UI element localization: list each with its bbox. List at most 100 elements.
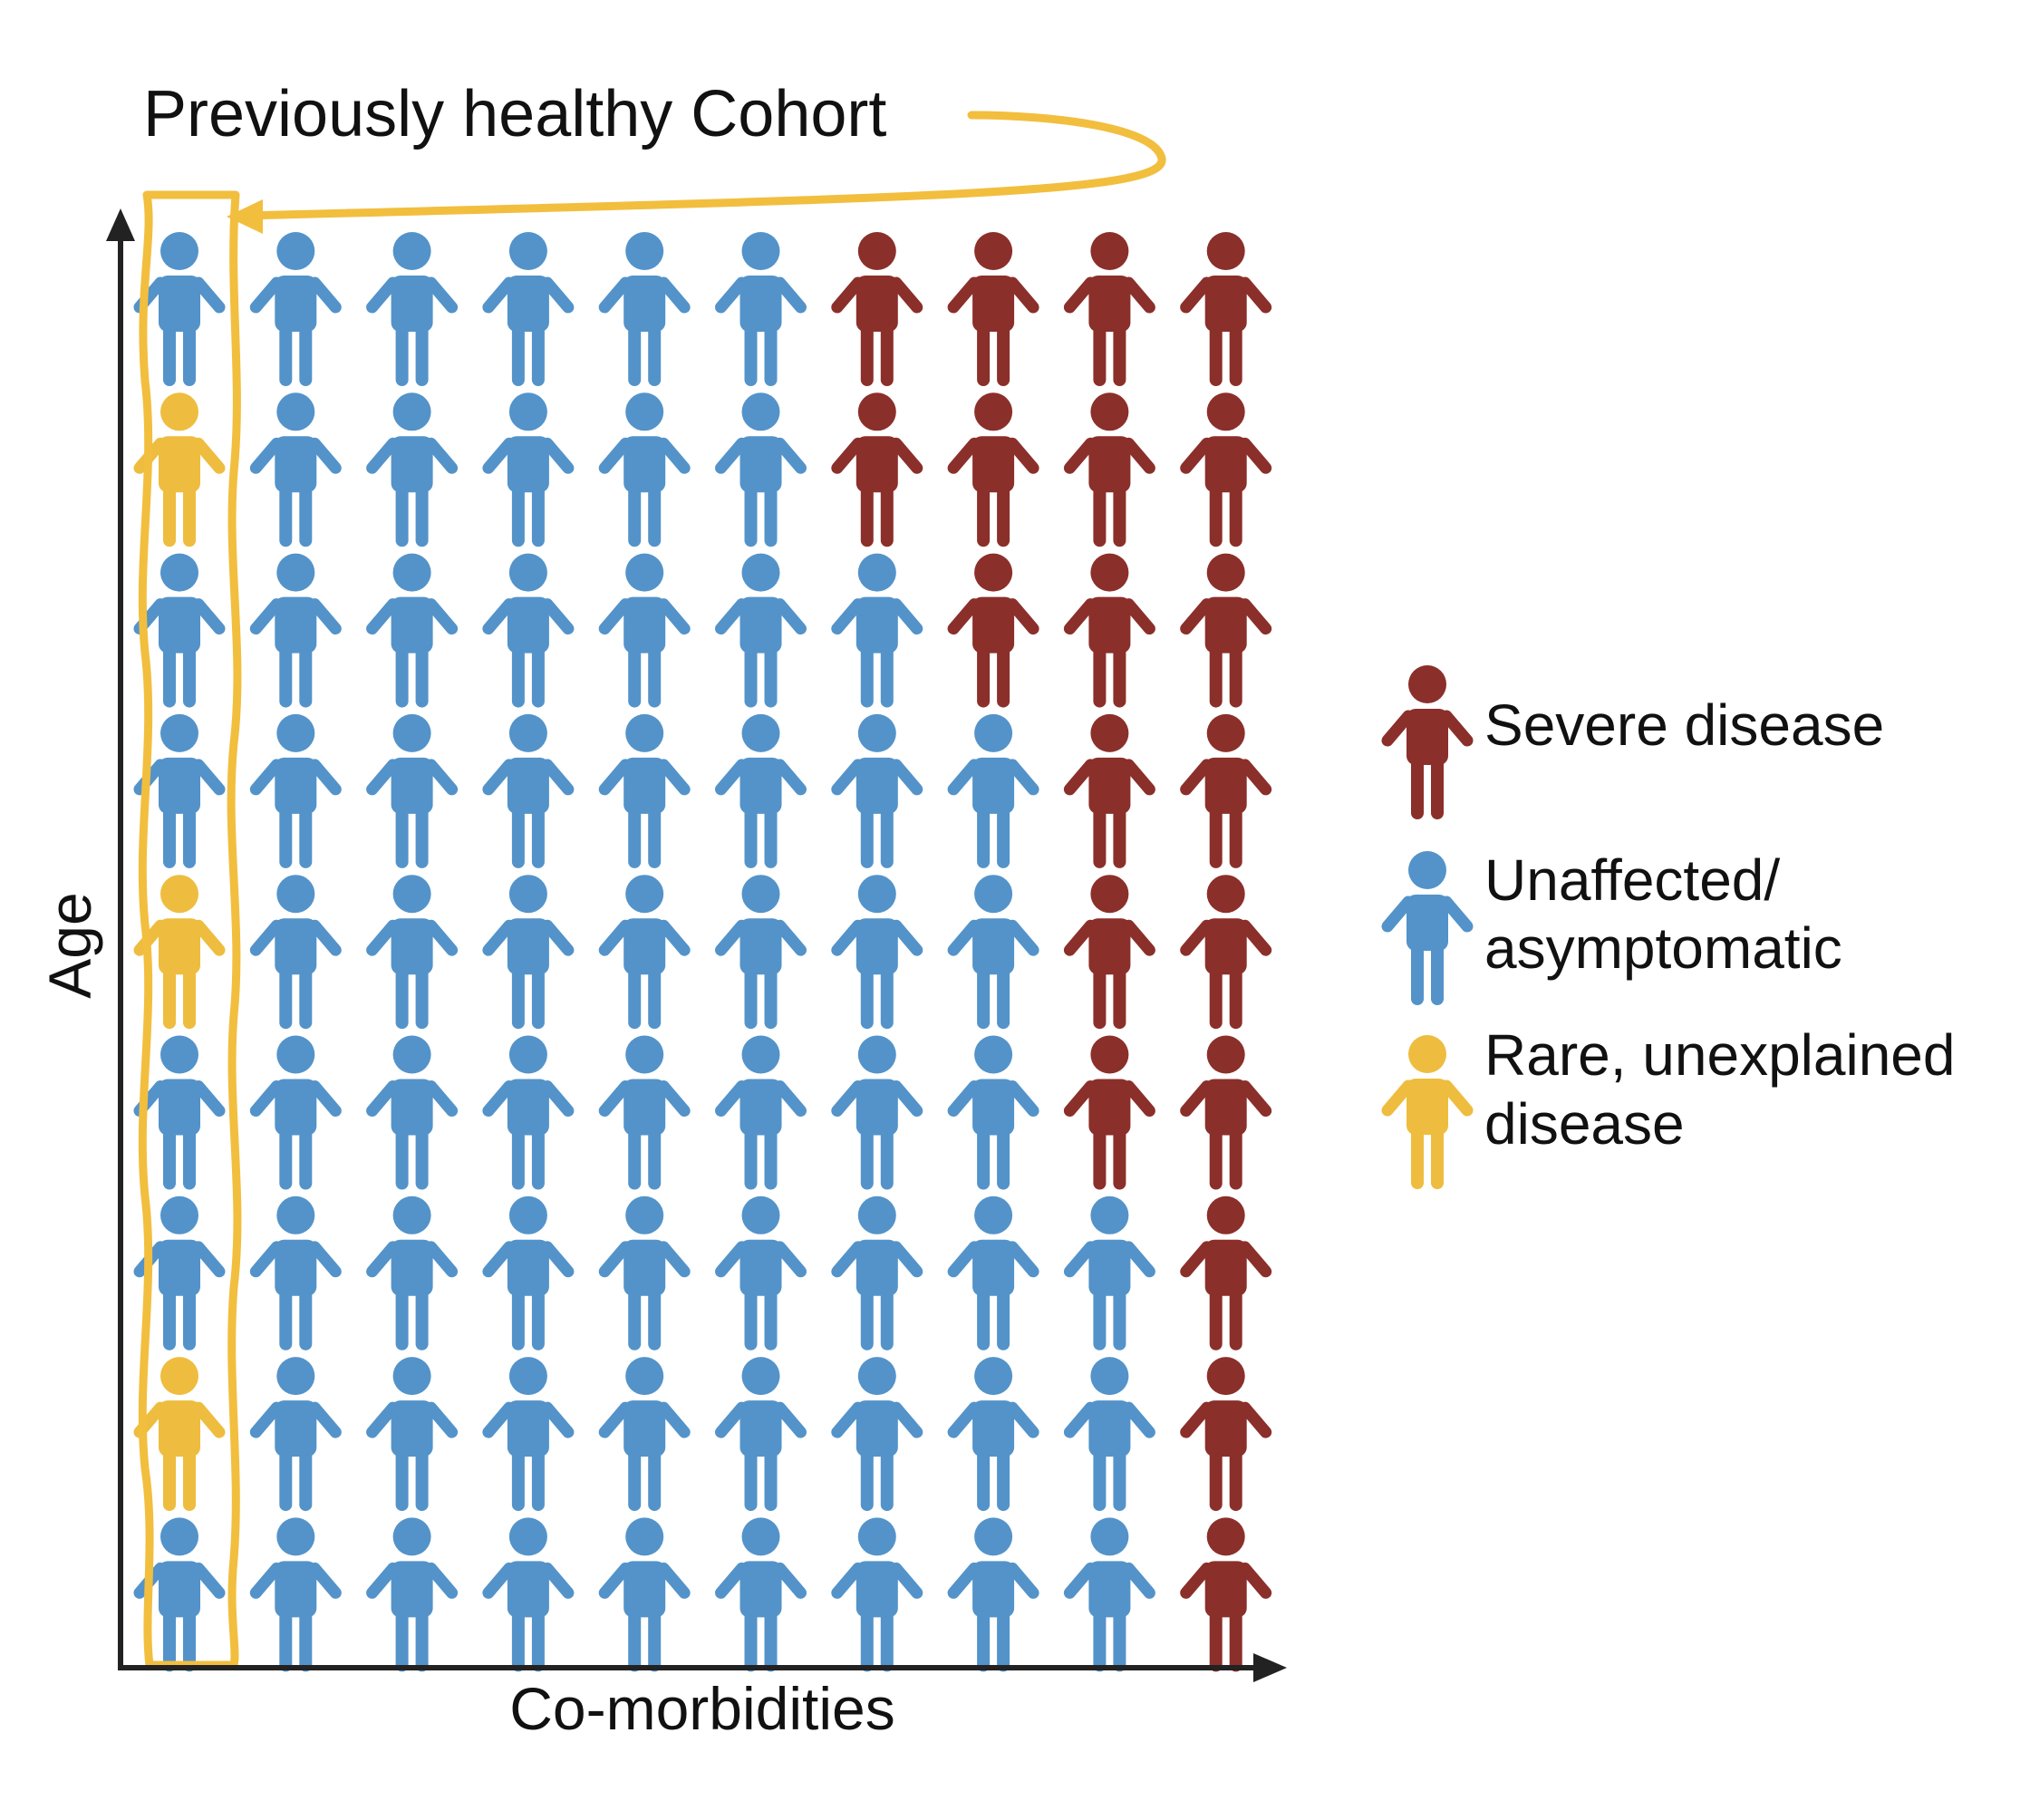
unaffected-person-icon bbox=[953, 714, 1033, 868]
severe-person-icon bbox=[1069, 554, 1149, 708]
x-axis-arrow bbox=[1253, 1653, 1287, 1682]
severe-person-icon bbox=[1069, 392, 1149, 547]
unaffected-person-icon bbox=[488, 554, 568, 708]
severe-person-icon bbox=[1069, 1036, 1149, 1190]
unaffected-person-icon bbox=[488, 392, 568, 547]
unaffected-person-icon bbox=[488, 1196, 568, 1350]
unaffected-person-icon bbox=[721, 232, 801, 386]
unaffected-person-icon bbox=[721, 554, 801, 708]
severe-person-icon bbox=[1069, 875, 1149, 1029]
rare-person-icon bbox=[140, 1357, 219, 1511]
unaffected-person-icon bbox=[256, 232, 335, 386]
severe-person-icon bbox=[1186, 1196, 1266, 1350]
x-axis-label: Co-morbidities bbox=[509, 1675, 894, 1742]
severe-person-icon bbox=[837, 232, 917, 386]
unaffected-person-icon bbox=[1069, 1357, 1149, 1511]
severe-person-icon bbox=[1186, 714, 1266, 868]
unaffected-person-icon bbox=[837, 714, 917, 868]
unaffected-person-icon bbox=[953, 1357, 1033, 1511]
unaffected-person-icon bbox=[721, 1196, 801, 1350]
legend-rare-person-icon bbox=[1387, 1035, 1467, 1189]
severe-person-icon bbox=[1186, 232, 1266, 386]
legend: Severe disease Unaffected/asymptomatic Rar… bbox=[1387, 665, 1955, 1189]
severe-person-icon bbox=[837, 392, 917, 547]
unaffected-person-icon bbox=[721, 714, 801, 868]
severe-person-icon bbox=[1186, 554, 1266, 708]
unaffected-person-icon bbox=[488, 714, 568, 868]
legend-severe-person-icon bbox=[1387, 665, 1467, 819]
unaffected-person-icon bbox=[721, 875, 801, 1029]
unaffected-person-icon bbox=[721, 1517, 801, 1671]
unaffected-person-icon bbox=[837, 1196, 917, 1350]
unaffected-person-icon bbox=[256, 875, 335, 1029]
unaffected-person-icon bbox=[604, 714, 684, 868]
severe-person-icon bbox=[953, 232, 1033, 386]
diagram-title: Previously healthy Cohort bbox=[143, 78, 886, 150]
unaffected-person-icon bbox=[604, 1196, 684, 1350]
unaffected-person-icon bbox=[488, 1036, 568, 1190]
unaffected-person-icon bbox=[372, 554, 452, 708]
person-grid bbox=[140, 232, 1266, 1671]
unaffected-person-icon bbox=[953, 1517, 1033, 1671]
unaffected-person-icon bbox=[837, 554, 917, 708]
unaffected-person-icon bbox=[604, 554, 684, 708]
unaffected-person-icon bbox=[372, 232, 452, 386]
unaffected-person-icon bbox=[604, 1517, 684, 1671]
legend-item-unaffected: Unaffected/asymptomatic bbox=[1387, 847, 1842, 1005]
unaffected-person-icon bbox=[372, 392, 452, 547]
legend-label-severe: Severe disease bbox=[1484, 692, 1884, 758]
legend-unaffected-person-icon bbox=[1387, 851, 1467, 1005]
unaffected-person-icon bbox=[1069, 1196, 1149, 1350]
unaffected-person-icon bbox=[256, 1357, 335, 1511]
unaffected-person-icon bbox=[604, 1036, 684, 1190]
unaffected-person-icon bbox=[721, 1357, 801, 1511]
y-axis-arrow bbox=[106, 208, 135, 241]
unaffected-person-icon bbox=[837, 1036, 917, 1190]
severe-person-icon bbox=[1186, 1036, 1266, 1190]
unaffected-person-icon bbox=[372, 875, 452, 1029]
severe-person-icon bbox=[1069, 714, 1149, 868]
severe-person-icon bbox=[1186, 1357, 1266, 1511]
unaffected-person-icon bbox=[488, 1517, 568, 1671]
unaffected-person-icon bbox=[372, 1196, 452, 1350]
legend-label-rare: disease bbox=[1484, 1091, 1685, 1157]
unaffected-person-icon bbox=[256, 1196, 335, 1350]
unaffected-person-icon bbox=[837, 1357, 917, 1511]
unaffected-person-icon bbox=[256, 554, 335, 708]
unaffected-person-icon bbox=[953, 1196, 1033, 1350]
unaffected-person-icon bbox=[604, 232, 684, 386]
unaffected-person-icon bbox=[604, 875, 684, 1029]
severe-person-icon bbox=[1186, 1517, 1266, 1671]
unaffected-person-icon bbox=[837, 1517, 917, 1671]
legend-label-unaffected: Unaffected/ bbox=[1484, 847, 1780, 913]
y-axis-label: Age bbox=[36, 892, 103, 998]
legend-label-rare: Rare, unexplained bbox=[1484, 1022, 1955, 1088]
unaffected-person-icon bbox=[953, 1036, 1033, 1190]
highlight-arrow-head bbox=[227, 199, 263, 234]
unaffected-person-icon bbox=[140, 232, 219, 386]
unaffected-person-icon bbox=[488, 232, 568, 386]
severe-person-icon bbox=[1069, 232, 1149, 386]
severe-person-icon bbox=[1186, 875, 1266, 1029]
unaffected-person-icon bbox=[604, 392, 684, 547]
unaffected-person-icon bbox=[488, 1357, 568, 1511]
severe-person-icon bbox=[1186, 392, 1266, 547]
severe-person-icon bbox=[953, 554, 1033, 708]
unaffected-person-icon bbox=[256, 392, 335, 547]
unaffected-person-icon bbox=[953, 875, 1033, 1029]
unaffected-person-icon bbox=[256, 1036, 335, 1190]
unaffected-person-icon bbox=[256, 1517, 335, 1671]
unaffected-person-icon bbox=[140, 1036, 219, 1190]
legend-label-unaffected: asymptomatic bbox=[1484, 915, 1842, 981]
unaffected-person-icon bbox=[1069, 1517, 1149, 1671]
unaffected-person-icon bbox=[372, 714, 452, 868]
unaffected-person-icon bbox=[721, 392, 801, 547]
unaffected-person-icon bbox=[372, 1517, 452, 1671]
legend-item-severe: Severe disease bbox=[1387, 665, 1884, 819]
severe-person-icon bbox=[953, 392, 1033, 547]
unaffected-person-icon bbox=[372, 1357, 452, 1511]
highlight-arrow bbox=[240, 111, 1166, 220]
unaffected-person-icon bbox=[488, 875, 568, 1029]
